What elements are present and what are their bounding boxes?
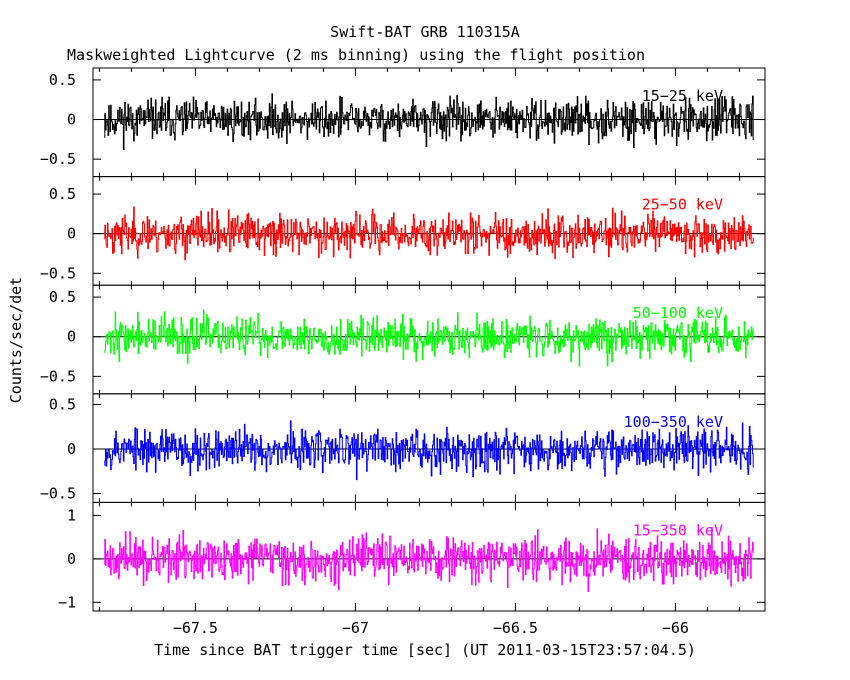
y-axis-label: Counts/sec/det (7, 277, 25, 403)
y-tick-label: 0 (67, 328, 76, 346)
y-tick-label: 0 (67, 225, 76, 243)
series-line (104, 527, 754, 592)
panel-1: 15−25 keV −0.5 0 0.5 (40, 67, 766, 178)
y-tick-label: 1 (67, 506, 76, 524)
panels: 15−25 keV−0.500.525−50 keV−0.500.550−100… (40, 67, 766, 637)
chart-title: Swift-BAT GRB 110315A (330, 23, 520, 41)
series-line (104, 93, 754, 150)
x-tick-label: −66.5 (493, 619, 538, 637)
y-tick-label: 0.5 (49, 395, 76, 413)
chart-subtitle: Maskweighted Lightcurve (2 ms binning) u… (67, 46, 645, 64)
series-line (104, 206, 754, 261)
y-tick-label: 0 (67, 440, 76, 458)
x-axis-label: Time since BAT trigger time [sec] (UT 20… (154, 641, 696, 659)
x-tick-label: −67.5 (173, 619, 218, 637)
series-line (104, 309, 754, 367)
y-tick-label: 0.5 (49, 71, 76, 89)
y-tick-label: −0.5 (40, 264, 76, 282)
band-label: 100−350 keV (624, 413, 723, 431)
y-tick-label: −0.5 (40, 150, 76, 168)
y-tick-label: 0 (67, 550, 76, 568)
band-label: 25−50 keV (642, 196, 723, 214)
y-tick-label: 0.5 (49, 288, 76, 306)
band-label: 15−350 keV (633, 521, 723, 539)
y-tick-label: −0.5 (40, 367, 76, 385)
band-label: 50−100 keV (633, 304, 723, 322)
band-label: 15−25 keV (642, 87, 723, 105)
x-tick-label: −66 (662, 619, 689, 637)
series-line (104, 420, 754, 481)
y-tick-label: 0.5 (49, 185, 76, 203)
panel-2: 25−50 keV −0.5 0 0.5 (40, 176, 766, 286)
panel-5: 15−350 keV −1 0 1 (58, 501, 766, 612)
y-tick-label: −0.5 (40, 484, 76, 502)
y-tick-label: −1 (58, 593, 76, 611)
panel-frame (92, 501, 766, 612)
panel-4: 100−350 keV −0.5 0 0.5 (40, 393, 766, 503)
panel-3: 50−100 keV −0.5 0 0.5 (40, 284, 766, 395)
x-tick-label: −67 (342, 619, 369, 637)
y-tick-label: 0 (67, 111, 76, 129)
panel-frame (92, 393, 766, 503)
